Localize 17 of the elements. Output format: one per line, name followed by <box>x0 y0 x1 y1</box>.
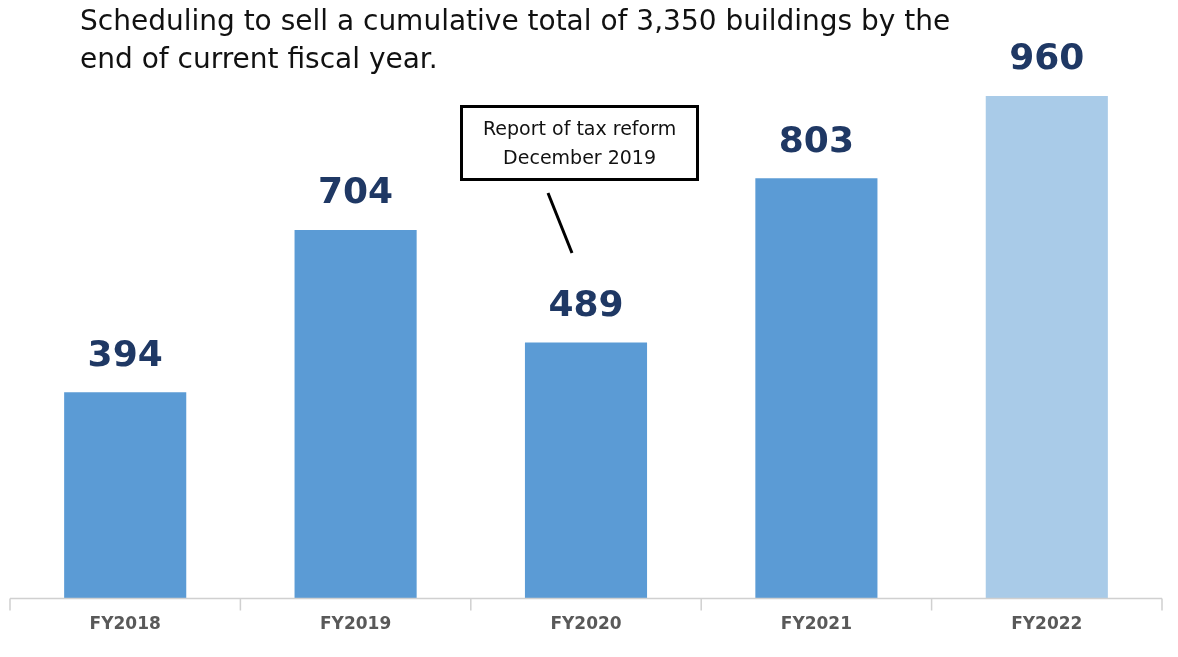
bar <box>64 392 187 599</box>
data-label: 489 <box>548 282 624 324</box>
data-label: 394 <box>87 332 163 374</box>
data-label: 803 <box>778 118 854 160</box>
x-tick-label: FY2019 <box>319 613 392 634</box>
bar <box>524 342 648 599</box>
chart-title: Scheduling to sell a cumulative total of 3,350 buildings by the end of current fiscal year. <box>80 3 952 77</box>
x-tick-label: FY2022 <box>1011 613 1083 634</box>
data-label: 704 <box>318 170 394 212</box>
data-label: 960 <box>1009 36 1085 78</box>
annotation: Report of tax reform December 2019 <box>460 105 700 181</box>
bar <box>755 178 878 599</box>
x-tick-label: FY2020 <box>550 613 622 634</box>
x-tick-label: FY2021 <box>780 613 853 634</box>
bar <box>985 95 1108 599</box>
x-tick-label: FY2018 <box>89 613 161 634</box>
bar <box>294 229 417 599</box>
